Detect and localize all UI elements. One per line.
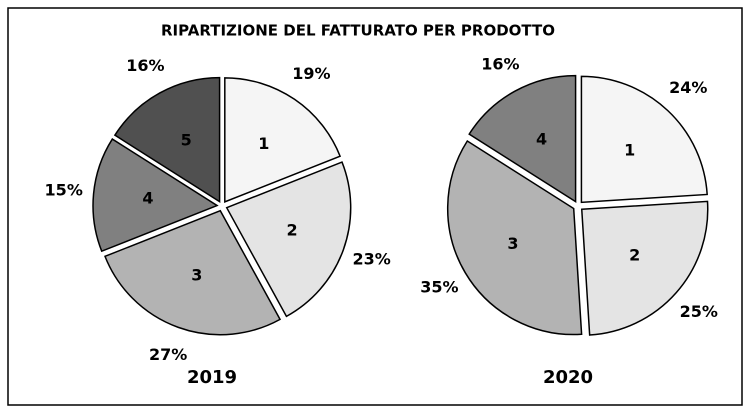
pie-slice [92, 138, 219, 253]
slice-label: 1 [258, 134, 269, 153]
slice-label: 5 [181, 130, 192, 149]
slice-label: 3 [507, 234, 518, 253]
pie-slice [225, 161, 352, 318]
slice-label: 4 [536, 129, 547, 148]
percent-label: 25% [680, 302, 718, 321]
pie-title: 2019 [187, 367, 237, 388]
slice-label: 1 [624, 140, 635, 159]
pie-slice [113, 76, 221, 203]
percent-label: 35% [420, 277, 458, 296]
pie-slice [468, 74, 577, 203]
percent-label: 24% [669, 78, 707, 97]
chart-title: RIPARTIZIONE DEL FATTURATO PER PRODOTTO [161, 22, 555, 40]
percent-label: 16% [481, 54, 519, 73]
slice-label: 2 [629, 245, 640, 264]
pie-title: 2020 [543, 367, 593, 388]
pie-slice [224, 77, 342, 203]
percent-label: 15% [45, 181, 83, 200]
slice-label: 2 [286, 221, 297, 240]
percent-label: 16% [126, 56, 164, 75]
slice-label: 4 [142, 188, 153, 207]
pie-slice [580, 75, 708, 204]
slice-label: 3 [191, 266, 202, 285]
percent-label: 19% [292, 64, 330, 83]
percent-label: 23% [352, 249, 390, 268]
percent-label: 27% [149, 345, 187, 364]
pie-slice [104, 209, 282, 336]
pie-slice [580, 200, 709, 336]
pie-slice [446, 139, 583, 336]
